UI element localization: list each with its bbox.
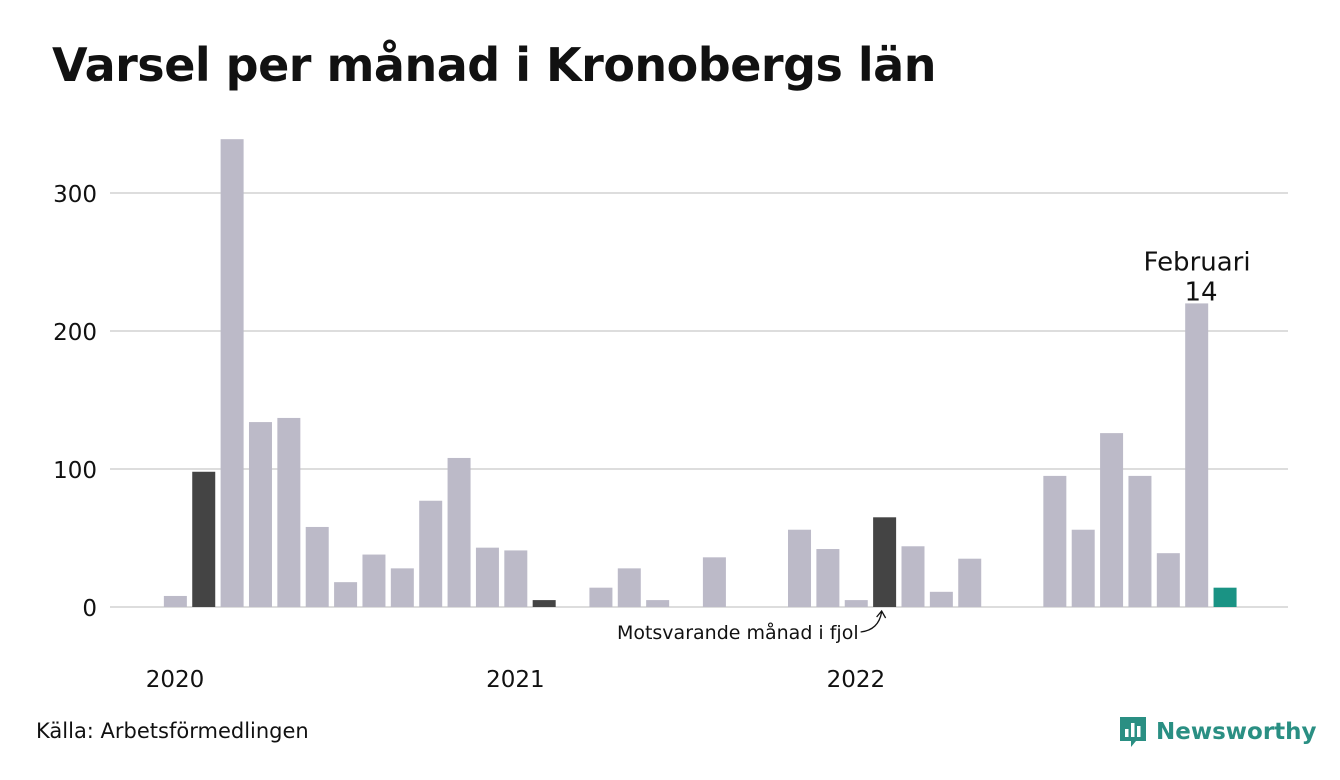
bar: [334, 582, 358, 607]
bar: [248, 422, 272, 607]
y-tick-label: 100: [53, 458, 97, 484]
current-month-label: Februari: [1144, 247, 1251, 277]
bar: [277, 417, 301, 607]
bar: [1213, 587, 1237, 607]
bar: [475, 547, 499, 607]
y-tick-label: 300: [53, 182, 97, 208]
bar: [163, 595, 187, 607]
bar: [504, 550, 528, 607]
x-axis-ticks: 2020 2021 2022: [146, 667, 885, 693]
bar: [702, 557, 726, 607]
source-note: Källa: Arbetsförmedlingen: [36, 719, 309, 743]
bar: [419, 500, 443, 607]
bar: [390, 568, 414, 607]
newsworthy-logo-icon: [1120, 717, 1146, 747]
bar: [788, 529, 812, 607]
bar: [844, 600, 868, 607]
bar: [617, 568, 641, 607]
bars: [163, 139, 1237, 607]
bar: [958, 558, 982, 607]
y-tick-label: 200: [53, 320, 97, 346]
bar: [646, 600, 670, 607]
prev-year-annotation: Motsvarande månad i fjol: [617, 621, 859, 644]
y-axis-ticks: 0 100 200 300: [53, 182, 97, 622]
y-tick-label: 0: [82, 596, 97, 622]
brand-logo: Newsworthy: [1118, 714, 1317, 750]
bar: [873, 517, 897, 607]
annotations: Februari 14 Motsvarande månad i fjol: [617, 247, 1251, 644]
brand-name: Newsworthy: [1156, 719, 1317, 745]
bar: [1156, 553, 1180, 607]
x-tick-label: 2020: [146, 667, 205, 693]
bar: [1128, 475, 1152, 607]
bar: [447, 457, 471, 607]
bar: [192, 471, 216, 607]
bar: [220, 139, 244, 607]
prev-year-arrow: [860, 609, 887, 633]
bar: [816, 549, 840, 607]
x-tick-label: 2022: [827, 667, 886, 693]
bar: [1043, 475, 1067, 607]
bar: [1185, 303, 1209, 607]
bar: [901, 546, 925, 607]
bar: [589, 587, 613, 607]
bar: [1071, 529, 1095, 607]
current-month-value: 14: [1185, 277, 1218, 307]
bar: [1100, 433, 1124, 607]
page-title: Varsel per månad i Kronobergs län: [52, 38, 936, 92]
bar: [362, 554, 386, 607]
x-tick-label: 2021: [486, 667, 545, 693]
bar: [929, 591, 953, 607]
bar: [532, 600, 556, 607]
bar: [305, 526, 329, 607]
